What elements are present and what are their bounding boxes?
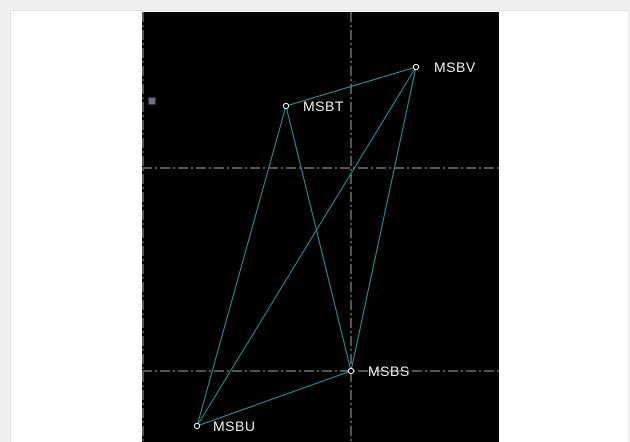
edge-msbv-msbt[interactable]	[285, 66, 417, 107]
diagram-svg: MSBV MSBT MSBS MSBU	[142, 12, 499, 442]
node-label: MSBS	[368, 363, 410, 379]
node-label: MSBV	[434, 59, 476, 75]
resize-handle[interactable]	[148, 97, 156, 105]
edge-msbv-msbu[interactable]	[196, 66, 417, 427]
node-marker-icon[interactable]	[193, 422, 201, 430]
node-marker-icon[interactable]	[347, 367, 355, 375]
node-marker-icon[interactable]	[282, 102, 290, 110]
diagram-canvas[interactable]: MSBV MSBT MSBS MSBU	[142, 12, 499, 442]
edge-msbt-msbu[interactable]	[196, 105, 287, 427]
node-msbs[interactable]: MSBS	[347, 363, 410, 379]
node-marker-icon[interactable]	[412, 63, 420, 71]
node-label: MSBT	[303, 98, 344, 114]
node-msbu[interactable]: MSBU	[193, 418, 255, 434]
edge-msbs-msbu[interactable]	[196, 370, 352, 427]
edge-msbt-msbs[interactable]	[285, 105, 352, 372]
edge-msbv-msbs[interactable]	[350, 66, 417, 372]
edges-layer	[196, 66, 417, 427]
nodes-layer: MSBV MSBT MSBS MSBU	[193, 59, 476, 434]
node-msbt[interactable]: MSBT	[282, 98, 344, 114]
node-label: MSBU	[213, 418, 255, 434]
guide-lines	[142, 12, 499, 442]
node-msbv[interactable]: MSBV	[412, 59, 476, 75]
